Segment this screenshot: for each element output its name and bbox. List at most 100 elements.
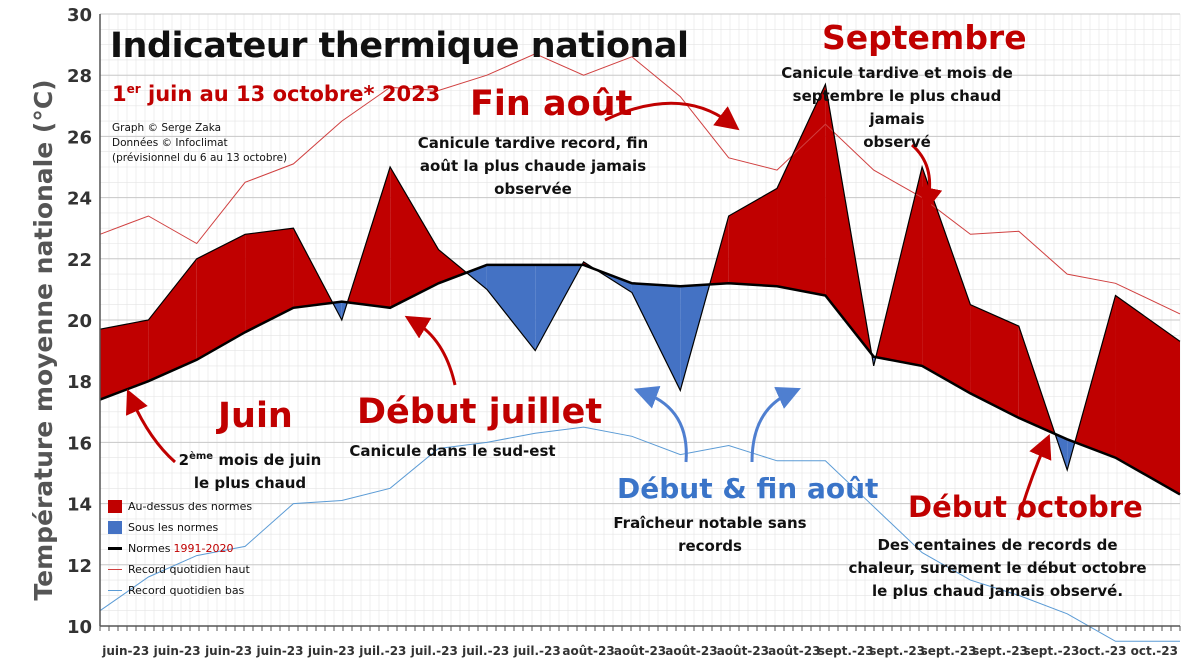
septembre-line1: Canicule tardive et mois de: [781, 64, 1013, 82]
subtitle-ordinal: er: [126, 82, 141, 96]
x-tick-label: juil.-23: [461, 644, 509, 658]
legend-normals-years: 1991-2020: [173, 542, 234, 555]
legend-above-swatch: [108, 500, 122, 513]
legend-record-low: Record quotidien bas: [106, 580, 276, 601]
credit-forecast: (prévisionnel du 6 au 13 octobre): [112, 152, 288, 164]
fin-aout-line2: août la plus chaude jamais: [419, 157, 647, 175]
series-indicateur: [99, 82, 1181, 472]
annotation-juin-heading: Juin: [218, 396, 293, 436]
annotation-aout-text: Fraîcheur notable sans records: [605, 512, 815, 558]
x-tick-labels: juin-23 juin-23 juin-23 juin-23 juin-23 juil.…: [101, 644, 1178, 658]
fill-above-normal: [777, 84, 826, 296]
fill-above-normal: [390, 167, 439, 308]
series-record-low: [99, 426, 1180, 642]
annotation-octobre-heading: Début octobre: [908, 490, 1143, 524]
y-tick-label: 20: [67, 311, 92, 332]
chart-title: Indicateur thermique national: [110, 26, 689, 66]
x-tick-label: juil.-23: [358, 644, 406, 658]
x-tick-label: août-23: [768, 644, 820, 658]
septembre-line2: septembre le plus chaud jamais: [792, 87, 1002, 128]
annotation-septembre-heading: Septembre: [822, 18, 1027, 57]
arrow-juin: [125, 389, 176, 464]
arrow-septembre: [910, 143, 943, 212]
series-normals: [99, 263, 1181, 496]
y-tick-label: 30: [67, 5, 92, 26]
x-tick-label: août-23: [665, 644, 717, 658]
x-tick-label: juil.-23: [410, 644, 458, 658]
fill-below-normal: [631, 283, 681, 391]
arrow-aout-left: [633, 386, 688, 463]
y-tick-labels: 10 12 14 16 18 20 22 24 26 28 30: [67, 5, 92, 638]
y-tick-label: 22: [67, 250, 92, 271]
x-tick-label: juin-23: [204, 644, 252, 658]
legend-below-swatch: [108, 521, 122, 534]
fill-above-normal: [922, 167, 971, 394]
axes: [99, 14, 1181, 631]
annotation-aout-heading: Début & fin août: [617, 472, 879, 505]
fill-above-normal: [728, 188, 778, 287]
fill-above-normal: [970, 304, 1019, 418]
legend-record-high-swatch: [108, 569, 122, 570]
fill-above-normal: [1115, 295, 1180, 495]
juin-rank-suffix: ème: [189, 451, 214, 462]
legend-normals-label: Normes: [128, 542, 171, 555]
septembre-line3: observé: [863, 133, 931, 151]
y-tick-label: 16: [67, 433, 92, 454]
x-tick-label: juin-23: [307, 644, 355, 658]
annotation-juin-line1: 2ème mois de juin: [170, 445, 330, 472]
arrow-octobre: [1016, 433, 1052, 521]
subtitle-range: juin au 13 octobre* 2023: [140, 82, 441, 106]
x-tick-label: sept.-23: [869, 644, 925, 658]
x-tick-label: juin-23: [153, 644, 201, 658]
annotation-juillet-heading: Début juillet: [357, 392, 603, 432]
x-tick-label: juin-23: [101, 644, 149, 658]
y-tick-label: 14: [67, 495, 92, 516]
arrow-aout-right: [750, 386, 801, 463]
legend-below-label: Sous les normes: [128, 521, 219, 534]
juin-month-label: mois de juin: [213, 451, 322, 469]
arrow-fin-aout: [604, 101, 740, 131]
y-tick-label: 28: [67, 66, 92, 87]
x-tick-label: sept.-23: [1023, 644, 1079, 658]
fill-above-normal: [1074, 295, 1116, 458]
annotation-arrows: [125, 101, 1052, 521]
credit-data: Données © Infoclimat: [112, 137, 228, 149]
legend-above-label: Au-dessus des normes: [128, 500, 253, 513]
annotation-fin-aout-text: Canicule tardive record, fin août la plu…: [408, 132, 658, 201]
legend-normals: Normes 1991-2020: [106, 538, 276, 559]
fin-aout-line1: Canicule tardive record, fin: [417, 134, 649, 152]
credit-graph: Graph © Serge Zaka: [112, 122, 222, 134]
legend-below: Sous les normes: [106, 517, 276, 538]
series-lines: [99, 53, 1181, 642]
legend-above: Au-dessus des normes: [106, 496, 276, 517]
legend-record-high-label: Record quotidien haut: [128, 563, 250, 576]
fill-below-normal: [486, 264, 536, 351]
legend: Au-dessus des normes Sous les normes Nor…: [106, 496, 276, 601]
x-tick-label: sept.-23: [921, 644, 977, 658]
fill-above-normal: [148, 258, 197, 382]
annotation-fin-aout-heading: Fin août: [470, 84, 633, 124]
aout-line1: Fraîcheur notable sans: [613, 514, 807, 532]
y-tick-label: 12: [67, 556, 92, 577]
juin-rank: 2: [178, 451, 190, 469]
credits: Graph © Serge Zaka Données © Infoclimat …: [112, 121, 287, 166]
fill-above-normal: [196, 234, 246, 360]
legend-record-low-label: Record quotidien bas: [128, 584, 245, 597]
octobre-line1: Des centaines de records de: [877, 536, 1118, 554]
fin-aout-line3: observée: [494, 180, 572, 198]
x-tick-label: sept.-23: [818, 644, 874, 658]
x-tick-label: sept.-23: [972, 644, 1028, 658]
annotation-septembre-text: Canicule tardive et mois de septembre le…: [767, 62, 1027, 154]
aout-line2: records: [678, 537, 742, 555]
octobre-line2: chaleur, surement le début octobre: [848, 559, 1147, 577]
fill-above-normal: [245, 228, 294, 333]
octobre-line3: le plus chaud jamais observé.: [871, 582, 1124, 600]
x-tick-label: août-23: [562, 644, 614, 658]
x-tick-label: juil.-23: [513, 644, 561, 658]
y-tick-label: 24: [67, 189, 92, 210]
chart-subtitle: 1er juin au 13 octobre* 2023: [112, 82, 440, 106]
annotation-octobre-text: Des centaines de records de chaleur, sur…: [840, 534, 1155, 603]
arrow-juillet: [404, 315, 457, 386]
y-tick-label: 26: [67, 127, 92, 148]
